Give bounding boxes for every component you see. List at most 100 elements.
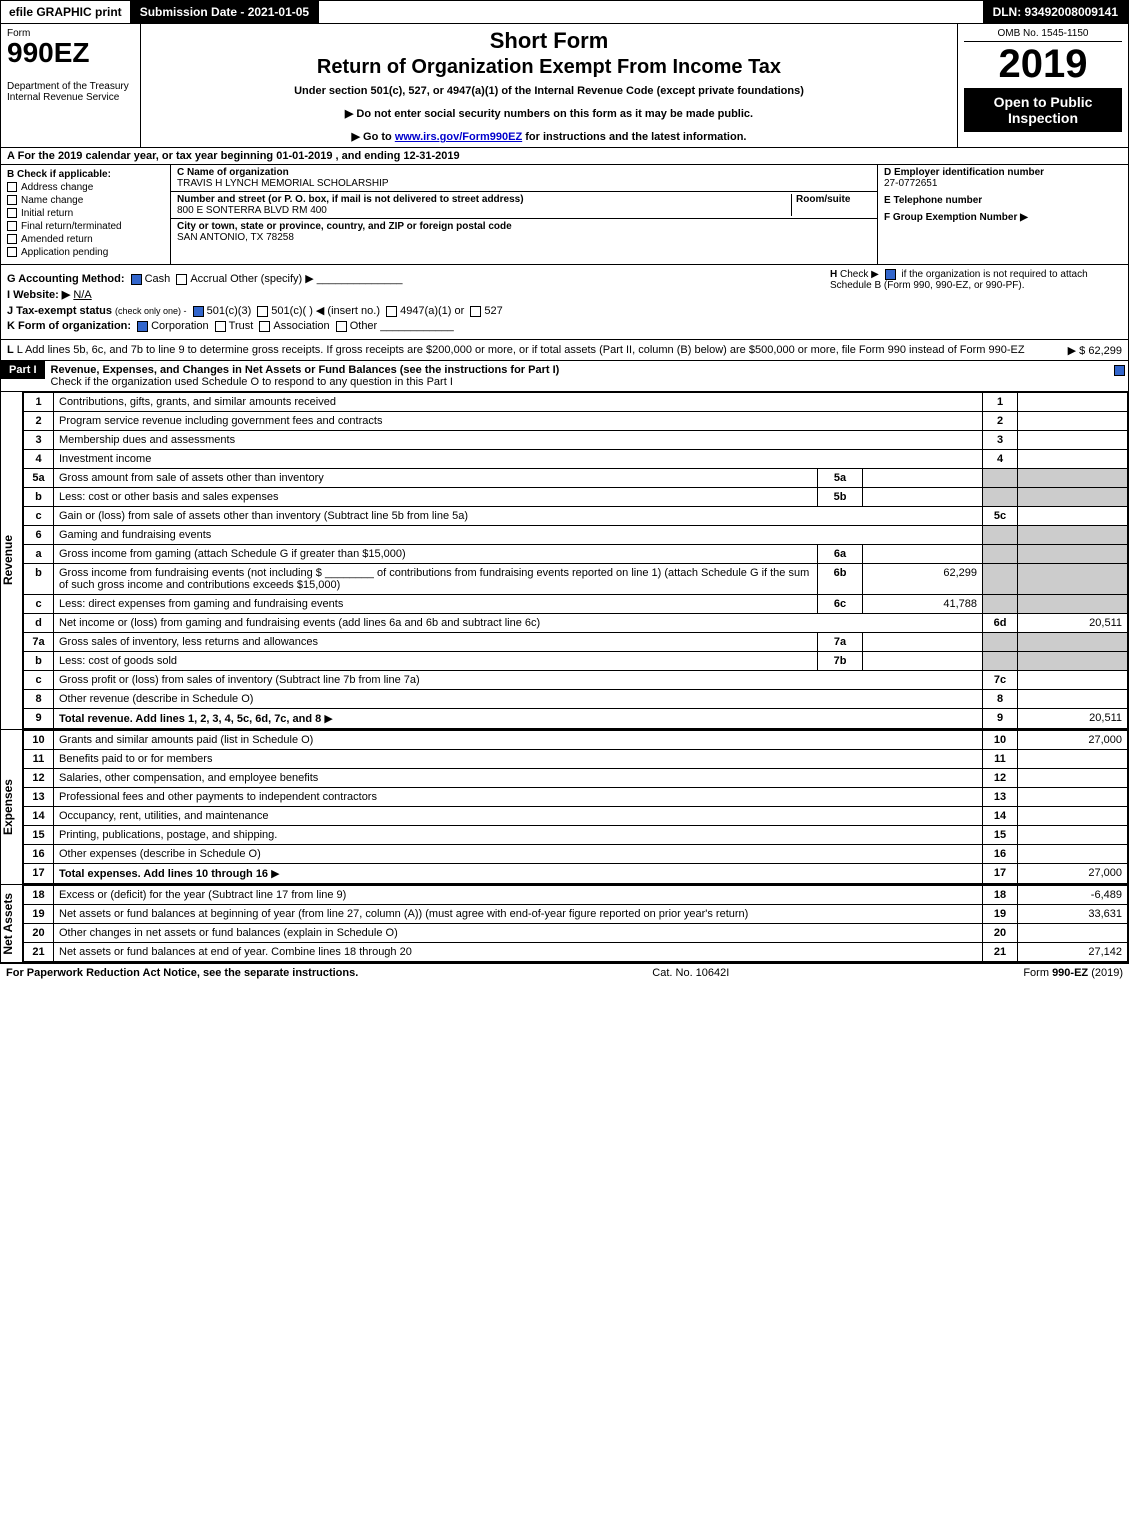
check-address-change-label: Address change [21,182,93,193]
line-l: L L Add lines 5b, 6c, and 7b to line 9 t… [0,340,1129,361]
j-4947: 4947(a)(1) or [400,305,464,317]
table-row: 6Gaming and fundraising events [24,526,1128,545]
table-row: 12Salaries, other compensation, and empl… [24,769,1128,788]
line-j: J Tax-exempt status (check only one) - 5… [7,304,822,317]
city-label: City or town, state or province, country… [177,221,871,232]
table-row: aGross income from gaming (attach Schedu… [24,545,1128,564]
check-cash[interactable] [131,274,142,285]
table-row: cLess: direct expenses from gaming and f… [24,595,1128,614]
submission-date-button[interactable]: Submission Date - 2021-01-05 [130,1,319,23]
check-corporation[interactable] [137,321,148,332]
j-527: 527 [484,305,502,317]
dln-label: DLN: 93492008009141 [983,1,1128,23]
table-row: 2Program service revenue including gover… [24,412,1128,431]
f-label: F Group Exemption Number ▶ [884,212,1028,223]
revenue-vlabel: Revenue [1,535,22,585]
table-row: bLess: cost or other basis and sales exp… [24,488,1128,507]
form-number: 990EZ [7,39,134,67]
ssn-warning: ▶ Do not enter social security numbers o… [149,107,949,120]
check-4947[interactable] [386,306,397,317]
part-i-check-note: Check if the organization used Schedule … [51,376,453,388]
check-address-change[interactable] [7,182,17,192]
revenue-table: 1Contributions, gifts, grants, and simil… [23,392,1128,729]
e-label: E Telephone number [884,195,1122,206]
return-title: Return of Organization Exempt From Incom… [149,56,949,79]
netassets-table: 18Excess or (deficit) for the year (Subt… [23,885,1128,962]
check-name-change-label: Name change [21,195,83,206]
part-i-label: Part I [1,361,45,379]
irs-link[interactable]: www.irs.gov/Form990EZ [395,131,522,143]
goto-instructions: ▶ Go to www.irs.gov/Form990EZ for instru… [149,130,949,143]
table-row: cGain or (loss) from sale of assets othe… [24,507,1128,526]
irs-label: Internal Revenue Service [7,92,134,103]
d-label: D Employer identification number [884,167,1122,178]
table-row: 16Other expenses (describe in Schedule O… [24,845,1128,864]
table-row: 8Other revenue (describe in Schedule O)8 [24,690,1128,709]
table-row: 3Membership dues and assessments3 [24,431,1128,450]
section-c-name-address: C Name of organization TRAVIS H LYNCH ME… [171,165,878,264]
g-cash: Cash [145,273,171,285]
table-row: bLess: cost of goods sold7b [24,652,1128,671]
footer-center: Cat. No. 10642I [358,967,1023,979]
table-row: bGross income from fundraising events (n… [24,564,1128,595]
period-text: For the 2019 calendar year, or tax year … [18,150,460,162]
form-header: Form 990EZ Department of the Treasury In… [0,24,1129,148]
table-row: 15Printing, publications, postage, and s… [24,826,1128,845]
table-row: 19Net assets or fund balances at beginni… [24,905,1128,924]
i-label: I Website: ▶ [7,289,70,301]
part-i-header: Part I Revenue, Expenses, and Changes in… [0,361,1129,392]
check-h-schedule-b[interactable] [885,269,896,280]
table-row: cGross profit or (loss) from sales of in… [24,671,1128,690]
period-a-label: A [7,150,15,162]
short-form-title: Short Form [149,28,949,54]
goto-pre: ▶ Go to [352,131,395,143]
netassets-vlabel: Net Assets [1,893,22,955]
revenue-section: Revenue 1Contributions, gifts, grants, a… [0,392,1129,730]
g-accrual: Accrual [190,273,227,285]
table-row: 1Contributions, gifts, grants, and simil… [24,393,1128,412]
check-application-pending[interactable] [7,247,17,257]
check-other-org[interactable] [336,321,347,332]
expenses-section: Expenses 10Grants and similar amounts pa… [0,730,1129,885]
j-label: J Tax-exempt status [7,305,112,317]
check-501c3[interactable] [193,306,204,317]
check-initial-return[interactable] [7,208,17,218]
section-d-e-f: D Employer identification number 27-0772… [878,165,1128,264]
topbar: efile GRAPHIC print Submission Date - 20… [0,0,1129,24]
check-527[interactable] [470,306,481,317]
check-amended-return-label: Amended return [21,234,93,245]
k-label: K Form of organization: [7,320,131,332]
l-amount: ▶ $ 62,299 [1068,344,1122,357]
omb-number: OMB No. 1545-1150 [964,28,1122,42]
website-value: N/A [73,289,91,301]
check-final-return-label: Final return/terminated [21,221,122,232]
tax-year: 2019 [964,44,1122,84]
page-footer: For Paperwork Reduction Act Notice, see … [0,963,1129,982]
org-name: TRAVIS H LYNCH MEMORIAL SCHOLARSHIP [177,178,871,189]
check-trust[interactable] [215,321,226,332]
table-row: 14Occupancy, rent, utilities, and mainte… [24,807,1128,826]
tax-period-row: A For the 2019 calendar year, or tax yea… [0,148,1129,165]
k-assoc: Association [273,320,329,332]
open-to-public-badge: Open to Public Inspection [964,88,1122,132]
check-application-pending-label: Application pending [21,247,108,258]
check-501c[interactable] [257,306,268,317]
check-amended-return[interactable] [7,234,17,244]
check-final-return[interactable] [7,221,17,231]
under-section-note: Under section 501(c), 527, or 4947(a)(1)… [149,85,949,97]
part-i-title: Revenue, Expenses, and Changes in Net As… [51,364,560,376]
check-name-change[interactable] [7,195,17,205]
j-501c: 501(c)( ) ◀ (insert no.) [271,305,380,317]
city-value: SAN ANTONIO, TX 78258 [177,232,871,243]
header-right: OMB No. 1545-1150 2019 Open to Public In… [958,24,1128,147]
goto-post: for instructions and the latest informat… [522,131,746,143]
ein-value: 27-0772651 [884,178,1122,189]
table-row: 18Excess or (deficit) for the year (Subt… [24,886,1128,905]
check-association[interactable] [259,321,270,332]
g-other: Other (specify) ▶ [230,273,314,285]
check-accrual[interactable] [176,274,187,285]
h-label: H [830,269,837,280]
netassets-section: Net Assets 18Excess or (deficit) for the… [0,885,1129,963]
table-row: 4Investment income4 [24,450,1128,469]
check-schedule-o-used[interactable] [1114,365,1125,376]
